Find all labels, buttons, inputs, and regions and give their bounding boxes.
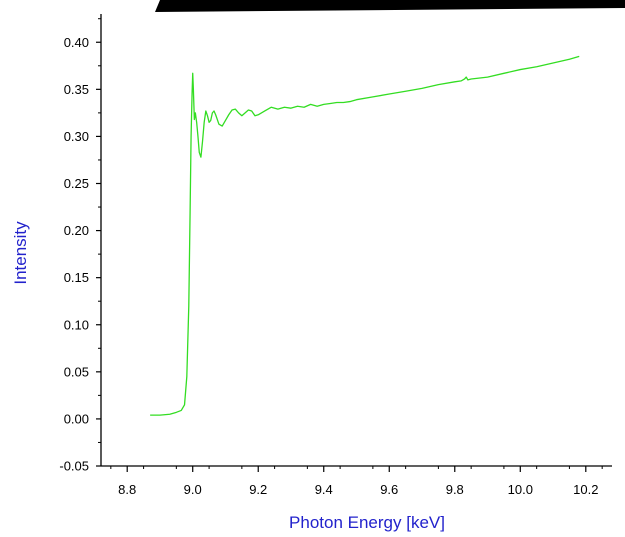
- x-axis-title: Photon Energy [keV]: [289, 513, 445, 532]
- x-tick-label: 8.8: [118, 482, 136, 497]
- y-ticks: -0.05 0.00 0.05 0.10 0.15 0.20 0.25 0.30 0.35 0.4…: [59, 18, 101, 474]
- x-tick-label: 10.2: [573, 482, 598, 497]
- y-tick-label: 0.15: [64, 270, 89, 285]
- x-tick-label: 9.2: [249, 482, 267, 497]
- y-tick-label: 0.35: [64, 82, 89, 97]
- y-tick-label: 0.25: [64, 176, 89, 191]
- y-tick-label: 0.30: [64, 129, 89, 144]
- y-tick-label: 0.40: [64, 35, 89, 50]
- x-tick-label: 9.4: [315, 482, 333, 497]
- plot-series: [150, 55, 580, 416]
- x-tick-label: 9.0: [184, 482, 202, 497]
- header-banner: [155, 0, 625, 12]
- y-tick-label: 0.10: [64, 317, 89, 332]
- y-tick-label: 0.05: [64, 364, 89, 379]
- y-tick-label: -0.05: [59, 459, 89, 474]
- x-tick-label: 9.8: [446, 482, 464, 497]
- y-tick-label: 0.00: [64, 411, 89, 426]
- y-tick-label: 0.20: [64, 223, 89, 238]
- y-axis-title: Intensity: [11, 221, 30, 285]
- series-line-0: [150, 55, 580, 416]
- axes: [100, 14, 612, 467]
- x-tick-label: 10.0: [508, 482, 533, 497]
- x-tick-label: 9.6: [380, 482, 398, 497]
- x-ticks: 8.8 9.0 9.2 9.4 9.6 9.8 10.0 10.2: [110, 466, 603, 497]
